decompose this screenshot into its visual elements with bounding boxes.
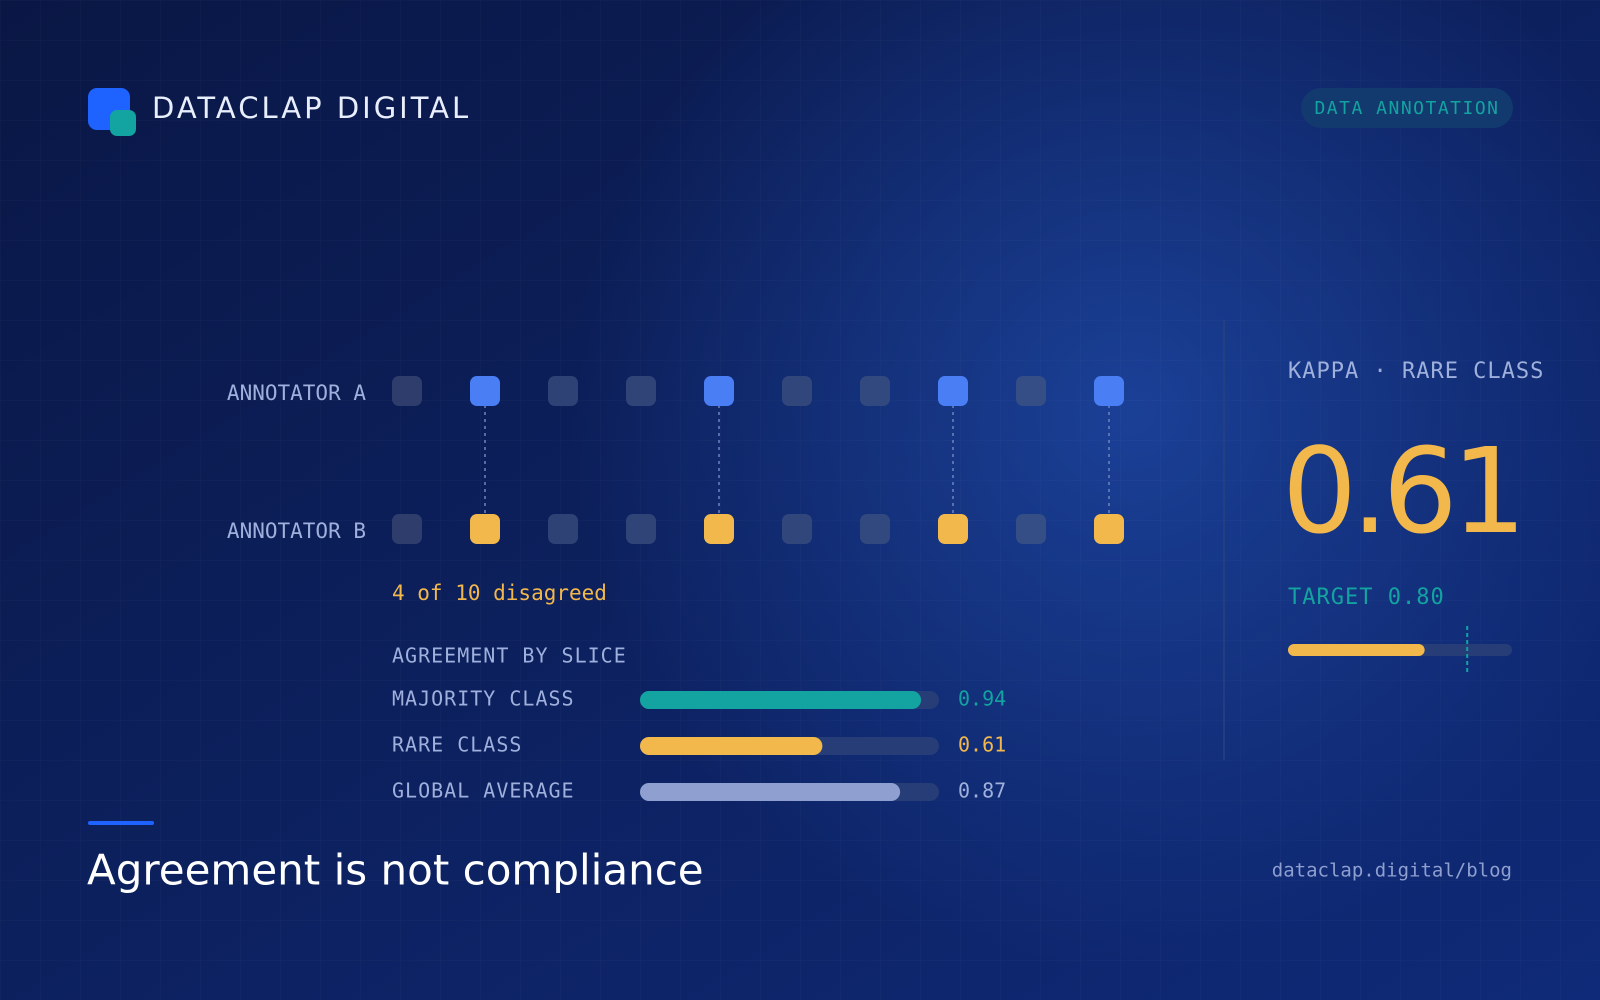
annotation-a bbox=[1094, 376, 1124, 406]
annotation-a bbox=[782, 376, 812, 406]
annotation-grid bbox=[392, 376, 1124, 544]
tag: DATA ANNOTATION bbox=[1314, 98, 1499, 119]
slice-bar bbox=[640, 737, 823, 755]
slice-name: RARE CLASS bbox=[392, 733, 522, 757]
annotation-b bbox=[782, 514, 812, 544]
annotation-b bbox=[704, 514, 734, 544]
annotation-b bbox=[548, 514, 578, 544]
annotation-a bbox=[392, 376, 422, 406]
kappa-fill bbox=[1288, 644, 1425, 656]
slice-bar bbox=[640, 691, 922, 709]
slice-value: 0.94 bbox=[958, 687, 1006, 711]
target-label: TARGET 0.80 bbox=[1288, 585, 1445, 610]
brand-name: DATACLAP DIGITAL bbox=[152, 91, 471, 125]
summary: 4 of 10 disagreed bbox=[392, 581, 607, 605]
slice-bars: MAJORITY CLASS 0.94 RARE CLASS 0.61 GLOBAL A… bbox=[392, 687, 1006, 803]
headline: Agreement is not compliance bbox=[87, 846, 704, 895]
kappa-label: KAPPA · RARE CLASS bbox=[1288, 359, 1544, 384]
annotation-a bbox=[626, 376, 656, 406]
annotator-label: ANNOTATOR B bbox=[227, 519, 366, 543]
annotation-a bbox=[548, 376, 578, 406]
annotator-label: ANNOTATOR A bbox=[227, 381, 366, 405]
annotation-a bbox=[704, 376, 734, 406]
url: dataclap.digital/blog bbox=[1272, 860, 1512, 882]
kappa-value: 0.61 bbox=[1282, 422, 1521, 560]
annotation-a bbox=[938, 376, 968, 406]
annotation-a bbox=[470, 376, 500, 406]
annotation-b bbox=[860, 514, 890, 544]
kappa-bar bbox=[1288, 626, 1512, 672]
logo-front bbox=[110, 110, 136, 136]
slice-name: GLOBAL AVERAGE bbox=[392, 779, 575, 803]
slice-value: 0.87 bbox=[958, 779, 1006, 803]
annotation-b bbox=[392, 514, 422, 544]
annotation-b bbox=[626, 514, 656, 544]
annotation-b bbox=[1094, 514, 1124, 544]
annotation-b bbox=[938, 514, 968, 544]
slice-name: MAJORITY CLASS bbox=[392, 687, 575, 711]
accent-line bbox=[88, 821, 154, 825]
annotation-b bbox=[470, 514, 500, 544]
annotation-a bbox=[1016, 376, 1046, 406]
slice-value: 0.61 bbox=[958, 733, 1006, 757]
slice-bar bbox=[640, 783, 901, 801]
annotation-b bbox=[1016, 514, 1046, 544]
slices-title: AGREEMENT BY SLICE bbox=[392, 644, 627, 668]
tag-pill bbox=[1301, 88, 1513, 128]
annotation-a bbox=[860, 376, 890, 406]
